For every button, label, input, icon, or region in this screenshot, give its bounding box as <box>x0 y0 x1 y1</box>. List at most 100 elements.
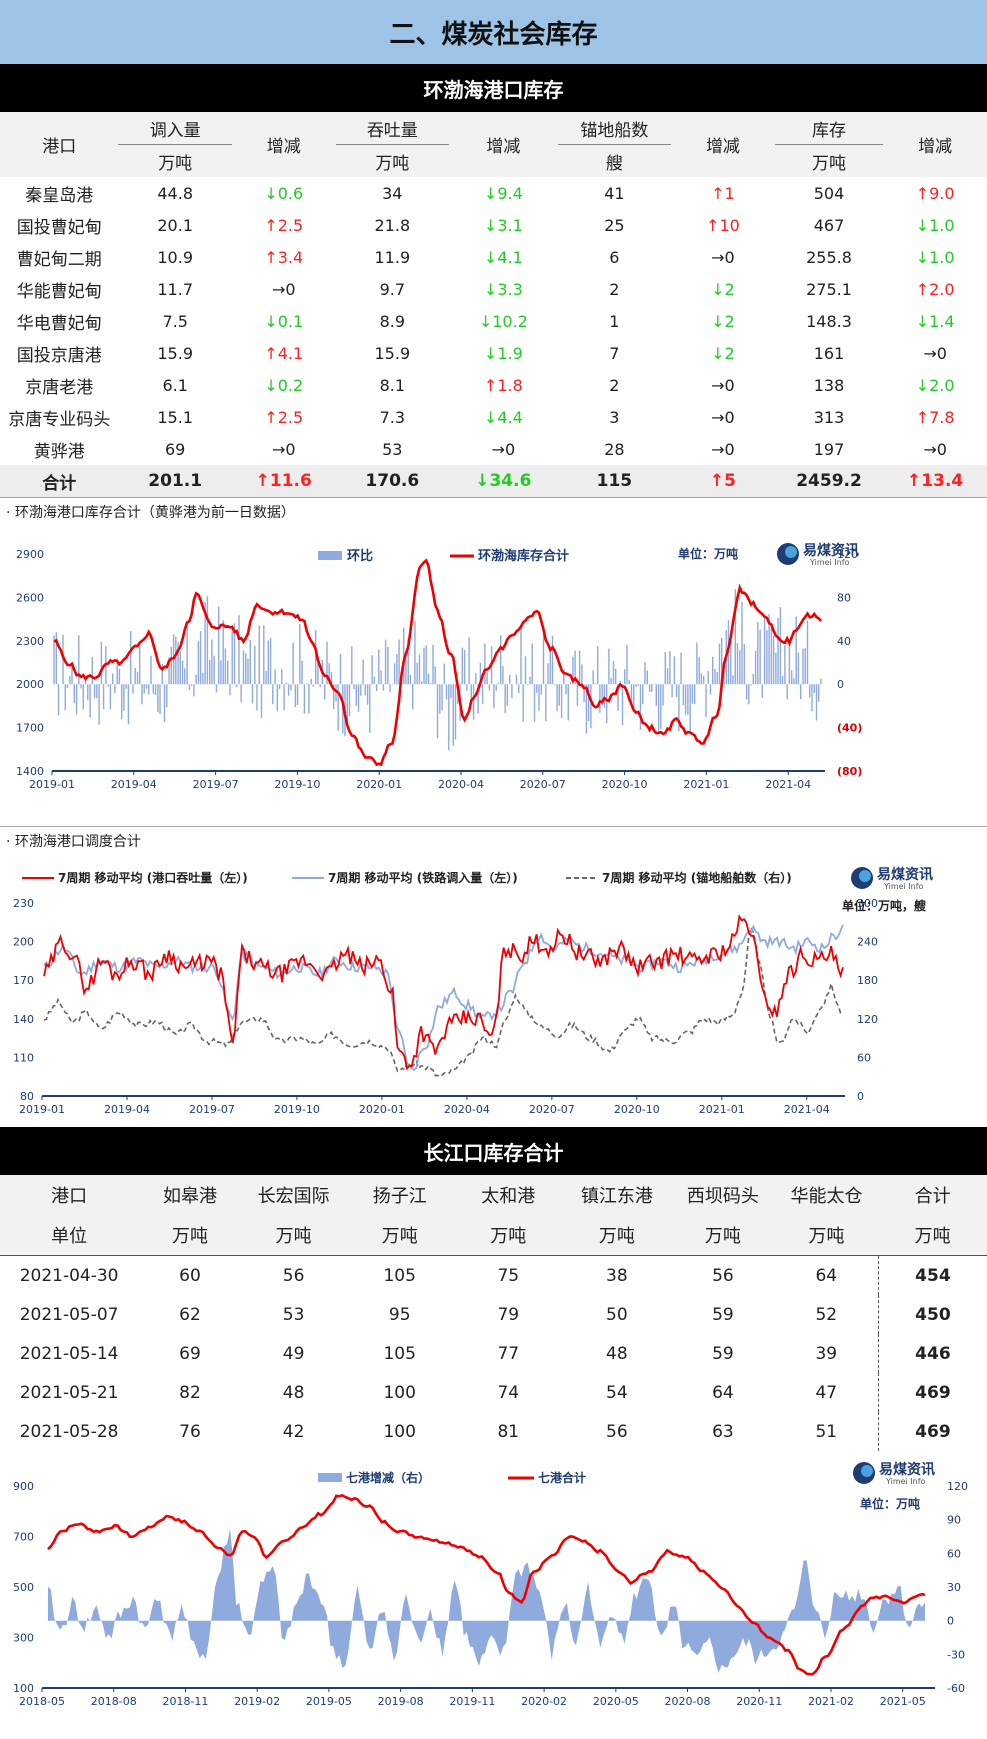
cell-ships: 28 <box>604 439 625 459</box>
cell-d2: ↓1.9 <box>483 343 523 363</box>
cell-thr: 15.9 <box>374 343 411 363</box>
col-chg3: 增减 <box>671 112 775 177</box>
y-left-tick-label: 1400 <box>16 765 44 778</box>
y-left-tick-label: 300 <box>13 1632 34 1645</box>
y-left-tick-label: 100 <box>13 1682 34 1695</box>
cell-d3: ↓2 <box>711 279 735 299</box>
y-left-tick-label: 80 <box>20 1090 34 1103</box>
x-tick-label: 2019-10 <box>274 778 320 791</box>
cell-d2: ↓4.1 <box>483 247 523 267</box>
y-right-tick-label: 120 <box>837 548 858 561</box>
x-tick-label: 2019-07 <box>193 778 239 791</box>
cell-d4: ↑7.8 <box>915 407 955 427</box>
legend-wow-swatch <box>318 551 342 560</box>
cell-thr: 8.9 <box>379 311 406 331</box>
cell-inflow: 20.1 <box>157 215 193 235</box>
bohai-table: 港口 调入量 增减 吞吐量 增减 锚地船数 增减 库存 增减 万吨 万吨 艘 万… <box>0 112 987 497</box>
cell-d4: ↑2.0 <box>915 279 955 299</box>
yz-header-cell: 华能太仓 <box>774 1175 879 1215</box>
cell-ships: 2 <box>609 375 620 395</box>
y-right-tick-label: 0 <box>857 1090 864 1103</box>
x-tick-label: 2020-11 <box>736 1695 782 1708</box>
col-stock-unit: 万吨 <box>774 144 884 177</box>
yz-cell: 105 <box>383 1265 416 1286</box>
yz-cell: 69 <box>179 1343 201 1364</box>
x-tick-label: 2021-05 <box>880 1695 926 1708</box>
cell-thr: 170.6 <box>335 465 450 497</box>
logo-subtext: Yimei Info <box>809 558 850 567</box>
cell-inflow: 201.1 <box>118 465 232 497</box>
logo-subtext: Yimei Info <box>885 1477 926 1486</box>
cell-d3: ↑10 <box>706 215 740 235</box>
yz-cell: 2021-05-07 <box>19 1304 119 1325</box>
bohai-section-title: 环渤海港口库存 <box>0 64 987 112</box>
table-row: 国投京唐港 15.9 ↑4.1 15.9 ↓1.9 7 ↓2 161 →0 <box>0 337 987 369</box>
table-row: 华能曹妃甸 11.7 →0 9.7 ↓3.3 2 ↓2 275.1 ↑2.0 <box>0 273 987 305</box>
x-tick-label: 2020-02 <box>521 1695 567 1708</box>
yz-header-cell: 万吨 <box>138 1215 242 1256</box>
cell-thr: 8.1 <box>379 375 406 395</box>
cell-d4: ↑13.4 <box>883 465 987 497</box>
cell-d2: ↓34.6 <box>449 465 558 497</box>
cell-d4: ↓1.0 <box>915 215 955 235</box>
total-row: 合计 201.1 ↑11.6 170.6 ↓34.6 115 ↑5 2459.2 ↑13.4 <box>0 465 987 497</box>
y-right-tick-label: 30 <box>947 1581 961 1594</box>
cell-stock: 2459.2 <box>774 465 884 497</box>
yangtze-chart: 2018-05 2018-08 2018-11 2019-02 2019-05 2019-… <box>13 1461 968 1708</box>
cell-ships: 2 <box>609 279 620 299</box>
yz-cell: 50 <box>606 1304 628 1325</box>
page-title: 二、煤炭社会库存 <box>0 0 987 64</box>
yz-cell: 64 <box>712 1382 734 1403</box>
y-left-tick-label: 2600 <box>16 591 44 604</box>
y-right-tick-label: (40) <box>837 722 862 735</box>
yz-cell: 105 <box>383 1343 416 1364</box>
x-tick-label: 2021-04 <box>784 1103 830 1116</box>
y-right-tick-label: -60 <box>947 1682 965 1695</box>
y-right-tick-label: 80 <box>837 591 851 604</box>
yz-header-cell: 扬子江 <box>345 1175 454 1215</box>
legend-stock-label: 环渤海库存合计 <box>478 548 569 564</box>
col-ships-unit: 艘 <box>557 144 672 177</box>
x-tick-label: 2020-10 <box>614 1103 660 1116</box>
yz-cell: 2021-04-30 <box>19 1265 119 1286</box>
total-cell: 469 <box>877 1412 987 1451</box>
legend-throughput-label: 7周期 移动平均 (港口吞吐量（左）) <box>58 870 248 885</box>
total-cell: 450 <box>877 1295 987 1334</box>
cell-d1: ↓0.6 <box>264 183 304 203</box>
series-wow-bars <box>53 589 822 750</box>
cell-d3: →0 <box>711 439 735 459</box>
cell-thr: 34 <box>382 183 403 203</box>
logo-icon-inner <box>785 546 797 558</box>
y-right-tick-label: 120 <box>947 1480 968 1493</box>
cell-thr: 21.8 <box>374 215 411 235</box>
cell-d1: →0 <box>271 439 296 459</box>
yz-cell: 60 <box>179 1265 201 1286</box>
cell-ships: 25 <box>604 215 625 235</box>
col-inflow-unit: 万吨 <box>118 144 232 177</box>
yz-cell: 56 <box>606 1421 628 1442</box>
x-tick-label: 2020-07 <box>529 1103 575 1116</box>
cell-port: 华能曹妃甸 <box>16 281 102 302</box>
cell-port: 国投京唐港 <box>16 345 102 366</box>
cell-port: 黄骅港 <box>33 441 85 462</box>
yz-header-cell: 港口 <box>0 1175 139 1215</box>
x-tick-label: 2019-04 <box>104 1103 150 1116</box>
cell-d3: →0 <box>711 407 735 427</box>
x-tick-label: 2020-01 <box>356 778 402 791</box>
x-tick-label: 2019-10 <box>274 1103 320 1116</box>
y-left-tick-label: 1700 <box>16 722 44 735</box>
col-chg4: 增减 <box>883 112 987 177</box>
y-left-tick-label: 110 <box>13 1051 34 1064</box>
series-ships-line <box>43 925 844 1078</box>
cell-thr: 11.9 <box>374 247 411 267</box>
x-tick-label: 2018-08 <box>91 1695 137 1708</box>
cell-d2: ↓3.1 <box>483 215 523 235</box>
yz-header-cell: 长宏国际 <box>241 1175 346 1215</box>
table-row: 2021-05-07 62 53 95 79 50 59 52 450 <box>0 1295 987 1334</box>
yz-cell: 75 <box>497 1265 520 1286</box>
cell-inflow: 44.8 <box>157 183 193 203</box>
yz-cell: 100 <box>383 1382 416 1403</box>
y-right-tick-label: 60 <box>857 1051 871 1064</box>
yz-header-cell: 万吨 <box>241 1215 346 1256</box>
yz-cell: 38 <box>606 1265 628 1286</box>
